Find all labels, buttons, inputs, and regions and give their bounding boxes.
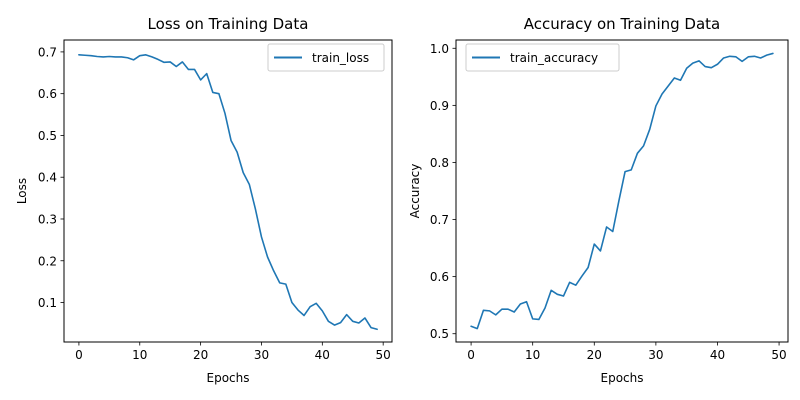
loss-chart-y-tick-label: 0.2 [38,254,57,268]
accuracy-chart-frame [455,39,789,343]
accuracy-chart-legend-box [465,43,620,72]
accuracy-chart: Accuracy on Training Data 0 10 20 30 40 50 0.5… [408,15,789,385]
loss-chart: Loss on Training Data 0 10 20 30 40 500.10.20… [15,15,393,385]
accuracy-chart-x-tick-label: 20 [587,348,602,362]
loss-chart-y-tick-label: 0.1 [38,296,57,310]
loss-chart-x-tick-label: 50 [376,348,391,362]
accuracy-chart-ticks: 0 10 20 30 40 50 0.5 0.6 0.7 0.8 0.9 1.0 [430,42,787,362]
loss-chart-frame [63,39,393,343]
loss-chart-plot-area [78,54,378,331]
accuracy-chart-legend: train_accuracy [465,43,620,72]
loss-chart-y-tick-label: 0.4 [38,171,57,185]
loss-chart-legend-box [267,43,385,72]
accuracy-chart-x-tick-label: 40 [710,348,725,362]
accuracy-chart-series-line-train_accuracy [470,52,774,330]
loss-chart-y-tick-label: 0.5 [38,129,57,143]
loss-chart-ticks: 0 10 20 30 40 50 0.1 0.2 0.3 0.4 0.5 0.6 0.7 [38,45,391,362]
accuracy-chart-y-axis-label: Accuracy [408,164,422,219]
loss-chart-y-tick-label: 0.3 [38,212,57,226]
accuracy-chart-x-tick-label: 50 [771,348,786,362]
loss-chart-legend: train_loss [267,43,385,72]
loss-chart-legend-label: train_loss [312,51,369,65]
accuracy-chart-x-tick-label: 10 [525,348,540,362]
accuracy-chart-y-tick-label: 1.0 [430,42,449,56]
accuracy-chart-plot-area [470,52,774,330]
accuracy-chart-y-tick-label: 0.7 [430,213,449,227]
accuracy-chart-legend-label: train_accuracy [510,51,598,65]
loss-chart-x-tick-label: 20 [193,348,208,362]
loss-chart-x-tick-label: 30 [254,348,269,362]
loss-chart-series-line-train_loss [78,54,378,331]
loss-chart-x-tick-label: 0 [75,348,83,362]
loss-chart-x-tick-label: 10 [132,348,147,362]
accuracy-chart-x-tick-label: 30 [648,348,663,362]
accuracy-chart-x-tick-label: 0 [467,348,475,362]
accuracy-chart-x-axis-label: Epochs [601,371,644,385]
loss-chart-y-tick-label: 0.6 [38,87,57,101]
loss-chart-y-tick-label: 0.7 [38,45,57,59]
loss-chart-y-axis-label: Loss [15,178,29,204]
accuracy-chart-y-tick-label: 0.5 [430,327,449,341]
accuracy-chart-title: Accuracy on Training Data [524,15,720,33]
loss-chart-x-tick-label: 40 [315,348,330,362]
loss-chart-title: Loss on Training Data [148,15,309,33]
accuracy-chart-y-tick-label: 0.9 [430,99,449,113]
loss-chart-x-axis-label: Epochs [207,371,250,385]
accuracy-chart-y-tick-label: 0.8 [430,156,449,170]
accuracy-chart-y-tick-label: 0.6 [430,270,449,284]
